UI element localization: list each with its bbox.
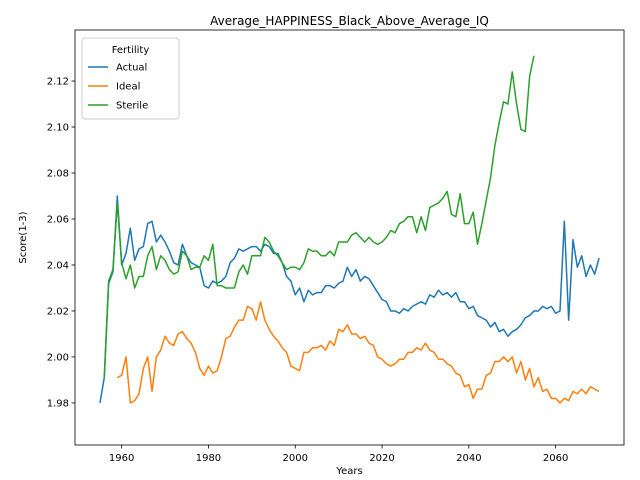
y-tick-label: 2.08 [47,169,69,180]
series-line [116,301,600,404]
x-tick-label: 2000 [283,453,308,464]
x-tick-label: 1960 [109,453,134,464]
legend-label: Sterile [116,101,148,112]
series-line [99,195,600,404]
y-tick-label: 2.06 [47,214,69,225]
legend: Fertility Actual Ideal Sterile [81,37,180,120]
legend-label: Actual [116,63,147,74]
y-tick-label: 2.00 [47,352,69,363]
y-tick-label: 1.98 [47,398,69,409]
x-tick-label: 2020 [369,453,394,464]
y-tick-label: 2.02 [47,306,69,317]
legend-label: Ideal [116,82,140,93]
series-line [103,55,535,378]
x-axis-label: Years [335,466,362,477]
y-tick-label: 2.10 [47,123,69,134]
y-tick-label: 2.04 [47,260,69,271]
x-tick-label: 1980 [196,453,221,464]
axes-frame [74,29,625,446]
x-tick-label: 2060 [543,453,568,464]
chart-title: Average_HAPPINESS_Black_Above_Average_IQ [210,14,489,28]
legend-title: Fertility [112,45,150,56]
y-tick-label: 2.12 [47,77,69,88]
x-tick-label: 2040 [456,453,481,464]
legend-box [81,37,180,120]
y-axis-label: Score(1-3) [18,211,29,263]
